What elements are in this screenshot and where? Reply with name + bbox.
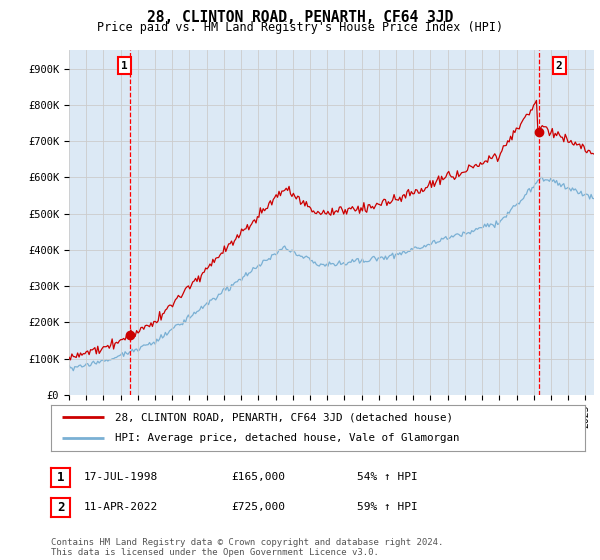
Text: Price paid vs. HM Land Registry's House Price Index (HPI): Price paid vs. HM Land Registry's House … bbox=[97, 21, 503, 34]
Text: Contains HM Land Registry data © Crown copyright and database right 2024.
This d: Contains HM Land Registry data © Crown c… bbox=[51, 538, 443, 557]
Text: 17-JUL-1998: 17-JUL-1998 bbox=[84, 472, 158, 482]
Text: 1: 1 bbox=[121, 60, 128, 71]
Text: £725,000: £725,000 bbox=[231, 502, 285, 512]
Text: 2: 2 bbox=[57, 501, 64, 514]
Text: 28, CLINTON ROAD, PENARTH, CF64 3JD: 28, CLINTON ROAD, PENARTH, CF64 3JD bbox=[147, 10, 453, 25]
Text: £165,000: £165,000 bbox=[231, 472, 285, 482]
Text: HPI: Average price, detached house, Vale of Glamorgan: HPI: Average price, detached house, Vale… bbox=[115, 433, 460, 444]
Text: 59% ↑ HPI: 59% ↑ HPI bbox=[357, 502, 418, 512]
Text: 1: 1 bbox=[57, 471, 64, 484]
Text: 54% ↑ HPI: 54% ↑ HPI bbox=[357, 472, 418, 482]
Text: 2: 2 bbox=[556, 60, 563, 71]
Text: 28, CLINTON ROAD, PENARTH, CF64 3JD (detached house): 28, CLINTON ROAD, PENARTH, CF64 3JD (det… bbox=[115, 412, 453, 422]
Text: 11-APR-2022: 11-APR-2022 bbox=[84, 502, 158, 512]
